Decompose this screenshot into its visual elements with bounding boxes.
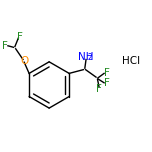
Text: 2: 2 — [87, 53, 92, 62]
Text: F: F — [2, 41, 8, 51]
Text: F: F — [17, 32, 23, 42]
Text: O: O — [20, 56, 28, 66]
Text: F: F — [104, 78, 110, 88]
Text: NH: NH — [78, 52, 93, 62]
Text: HCl: HCl — [122, 56, 140, 66]
Text: F: F — [96, 84, 102, 94]
Text: F: F — [104, 68, 110, 78]
